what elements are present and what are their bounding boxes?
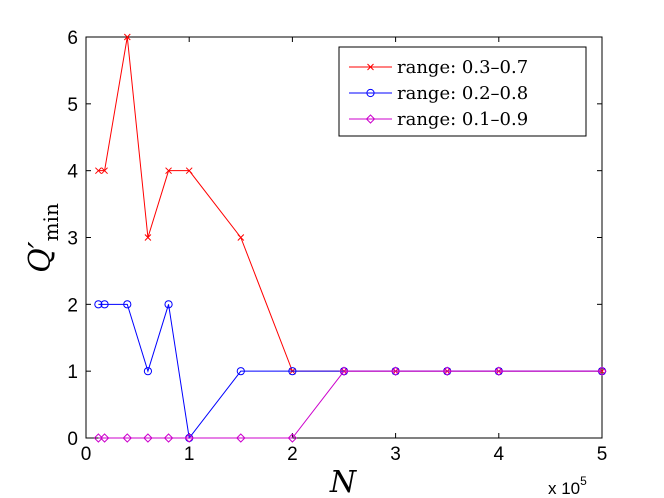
legend-box: [338, 46, 587, 137]
data-point: [237, 234, 245, 241]
y-tick-label: 5: [67, 95, 78, 116]
data-point: [100, 300, 109, 309]
x-axis-label: N: [329, 465, 358, 498]
data-point: [165, 167, 172, 175]
x-tick-label: 3: [390, 444, 401, 465]
data-point: [94, 300, 103, 309]
legend-label: range: 0.2–0.8: [397, 83, 528, 104]
series-3: [93, 366, 607, 443]
legend-item-2: range: 0.2–0.8: [349, 83, 528, 104]
x-axis-multiplier-base: x 10: [548, 479, 580, 498]
legend-label: range: 0.1–0.9: [397, 109, 528, 130]
data-point: [93, 433, 104, 443]
legend-marker: [367, 63, 374, 71]
legend-label: range: 0.3–0.7: [397, 57, 528, 78]
x-axis-multiplier-exp: 5: [580, 474, 587, 488]
data-point: [236, 433, 246, 443]
series-line: [98, 370, 602, 439]
x-axis-multiplier: x 105: [548, 474, 587, 498]
data-point: [442, 366, 452, 376]
y-tick-label: 4: [67, 162, 78, 183]
data-point: [390, 366, 401, 376]
legend: range: 0.3–0.7 range: 0.2–0.8 range: 0.1–0…: [338, 46, 587, 137]
y-tick-label: 2: [67, 295, 78, 316]
x-tick-label: 4: [494, 444, 505, 465]
data-point: [494, 366, 504, 376]
data-point: [95, 167, 102, 175]
axis-ticks: 0 1 2 3 4 5 0 1 2 3 4 5 6: [67, 28, 607, 465]
data-point: [339, 366, 349, 376]
y-tick-label: 1: [67, 362, 78, 383]
data-point: [123, 300, 132, 309]
data-point: [143, 367, 153, 376]
y-tick-label: 6: [67, 28, 78, 49]
data-point: [184, 433, 194, 443]
legend-marker: [365, 114, 376, 124]
data-point: [144, 234, 152, 241]
data-point: [99, 433, 110, 443]
y-axis-label-main: Q′: [23, 241, 58, 273]
data-point: [597, 366, 607, 376]
data-point: [101, 167, 108, 175]
y-tick-label: 0: [67, 429, 78, 450]
x-tick-label: 2: [287, 444, 298, 465]
data-point: [123, 33, 131, 41]
legend-item-3: range: 0.1–0.9: [349, 109, 528, 130]
data-point: [164, 300, 173, 309]
data-point: [185, 167, 193, 175]
y-axis-label-sub: min: [39, 203, 63, 241]
x-tick-label: 0: [81, 444, 92, 465]
data-point: [287, 433, 298, 443]
legend-item-1: range: 0.3–0.7: [349, 57, 528, 78]
data-point: [288, 367, 297, 376]
x-tick-label: 5: [597, 444, 608, 465]
y-tick-label: 3: [67, 229, 78, 250]
data-point: [236, 367, 245, 376]
data-point: [143, 433, 153, 443]
data-point: [122, 433, 132, 443]
legend-marker: [366, 88, 375, 98]
x-tick-label: 1: [184, 444, 195, 465]
data-point: [163, 433, 174, 443]
y-axis-label: Q′min: [23, 203, 63, 273]
series-layer: [93, 33, 607, 443]
